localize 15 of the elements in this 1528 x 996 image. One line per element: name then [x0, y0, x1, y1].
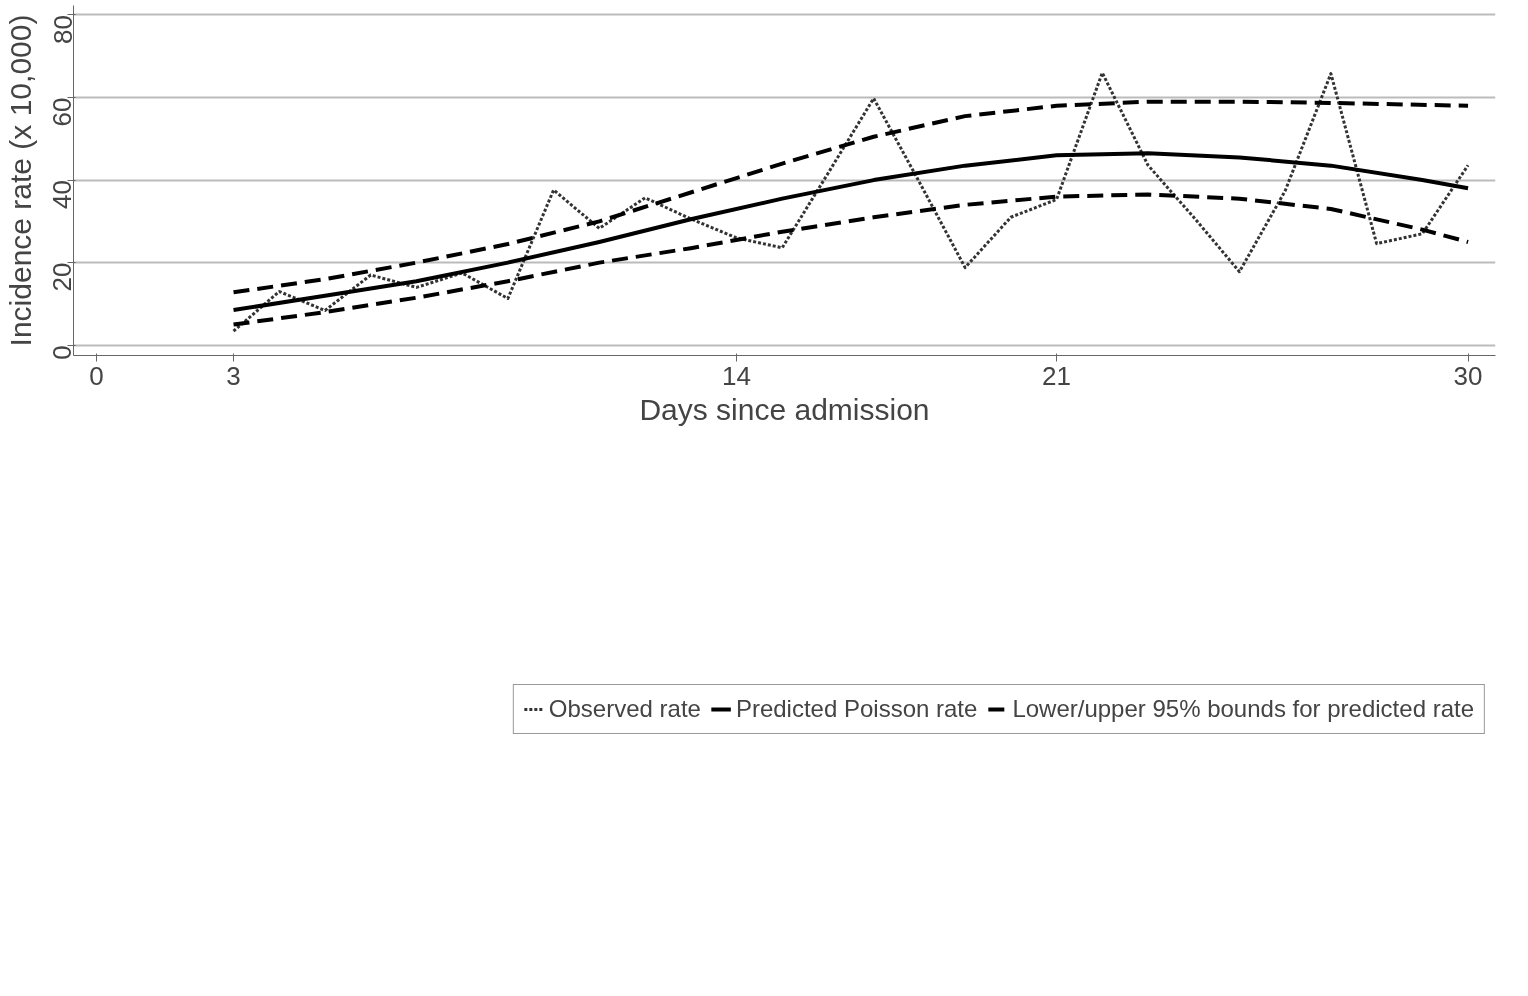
x-tick-label: 21 — [1042, 360, 1072, 391]
y-tick-label: 0 — [47, 345, 78, 360]
legend-label: Predicted Poisson rate — [735, 695, 978, 723]
legend-label: Observed rate — [548, 695, 701, 723]
x-axis-title: Days since admission — [639, 392, 930, 426]
y-axis-title: Incidence rate (x 10,000) — [3, 14, 37, 347]
x-tick-label: 3 — [226, 360, 241, 391]
legend-label: Lower/upper 95% bounds for predicted rate — [1012, 695, 1474, 723]
y-tick-label: 60 — [47, 97, 78, 127]
y-tick-label: 80 — [47, 14, 78, 44]
y-tick-label: 40 — [47, 180, 78, 210]
x-tick-label: 14 — [722, 360, 751, 391]
x-tick-label: 0 — [89, 360, 104, 391]
x-tick-label: 30 — [1453, 360, 1483, 391]
y-tick-label: 20 — [47, 262, 78, 292]
